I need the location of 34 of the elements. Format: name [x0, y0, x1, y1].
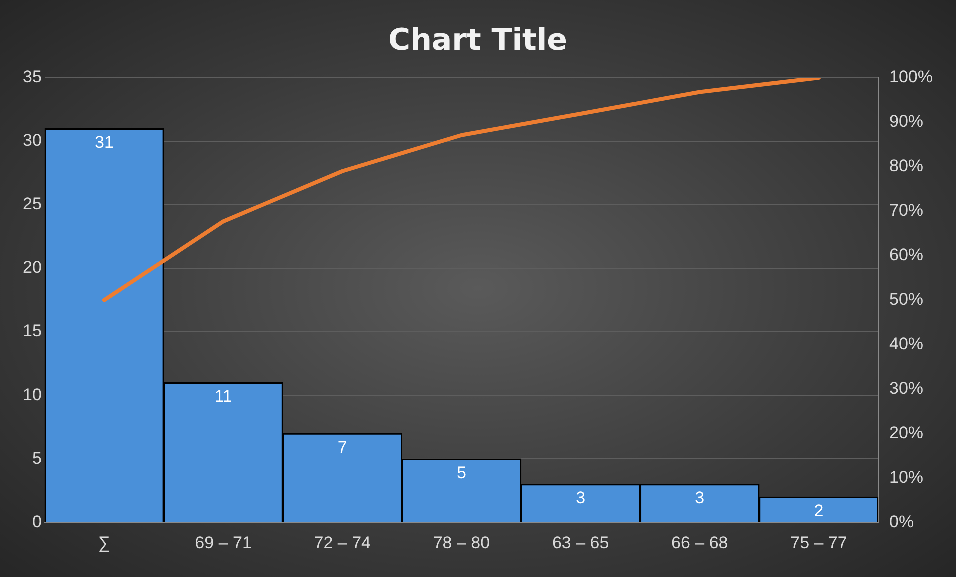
data-label: 11	[214, 387, 232, 406]
y-tick-label: 10	[22, 385, 42, 404]
x-tick-label: ∑	[98, 533, 111, 552]
x-tick-label: 69 – 71	[195, 533, 252, 552]
data-label: 5	[456, 463, 466, 482]
data-label: 3	[695, 488, 705, 508]
x-tick-label: 75 – 77	[790, 533, 848, 552]
y2-tick-label: 10%	[890, 468, 924, 487]
y-tick-label: 15	[22, 322, 42, 341]
x-tick-label: 78 – 80	[433, 533, 490, 552]
y-tick-label: 0	[32, 512, 42, 532]
y2-tick-label: 30%	[890, 378, 924, 398]
data-label: 3	[576, 488, 586, 508]
y2-tick-label: 90%	[890, 112, 924, 132]
y2-tick-label: 100%	[890, 68, 934, 87]
data-label: 7	[338, 438, 348, 457]
data-label: 2	[814, 501, 824, 520]
data-label: 31	[94, 133, 114, 152]
y2-tick-label: 60%	[890, 246, 924, 265]
x-tick-label: 63 – 65	[552, 533, 610, 552]
y2-tick-label: 70%	[890, 201, 924, 220]
y-tick-label: 20	[22, 258, 42, 278]
y2-tick-label: 0%	[890, 512, 914, 532]
chart-title: Chart Title	[388, 22, 568, 58]
y-tick-label: 30	[22, 131, 42, 150]
y2-tick-label: 20%	[890, 423, 924, 442]
x-tick-label: 66 – 68	[672, 533, 728, 552]
y2-tick-label: 50%	[890, 290, 924, 309]
y-tick-label: 5	[32, 448, 42, 468]
y-tick-label: 25	[22, 194, 42, 214]
y-tick-label: 35	[22, 68, 42, 87]
y2-tick-label: 40%	[890, 334, 924, 354]
y2-tick-label: 80%	[890, 156, 924, 176]
x-tick-label: 72 – 74	[314, 533, 371, 552]
